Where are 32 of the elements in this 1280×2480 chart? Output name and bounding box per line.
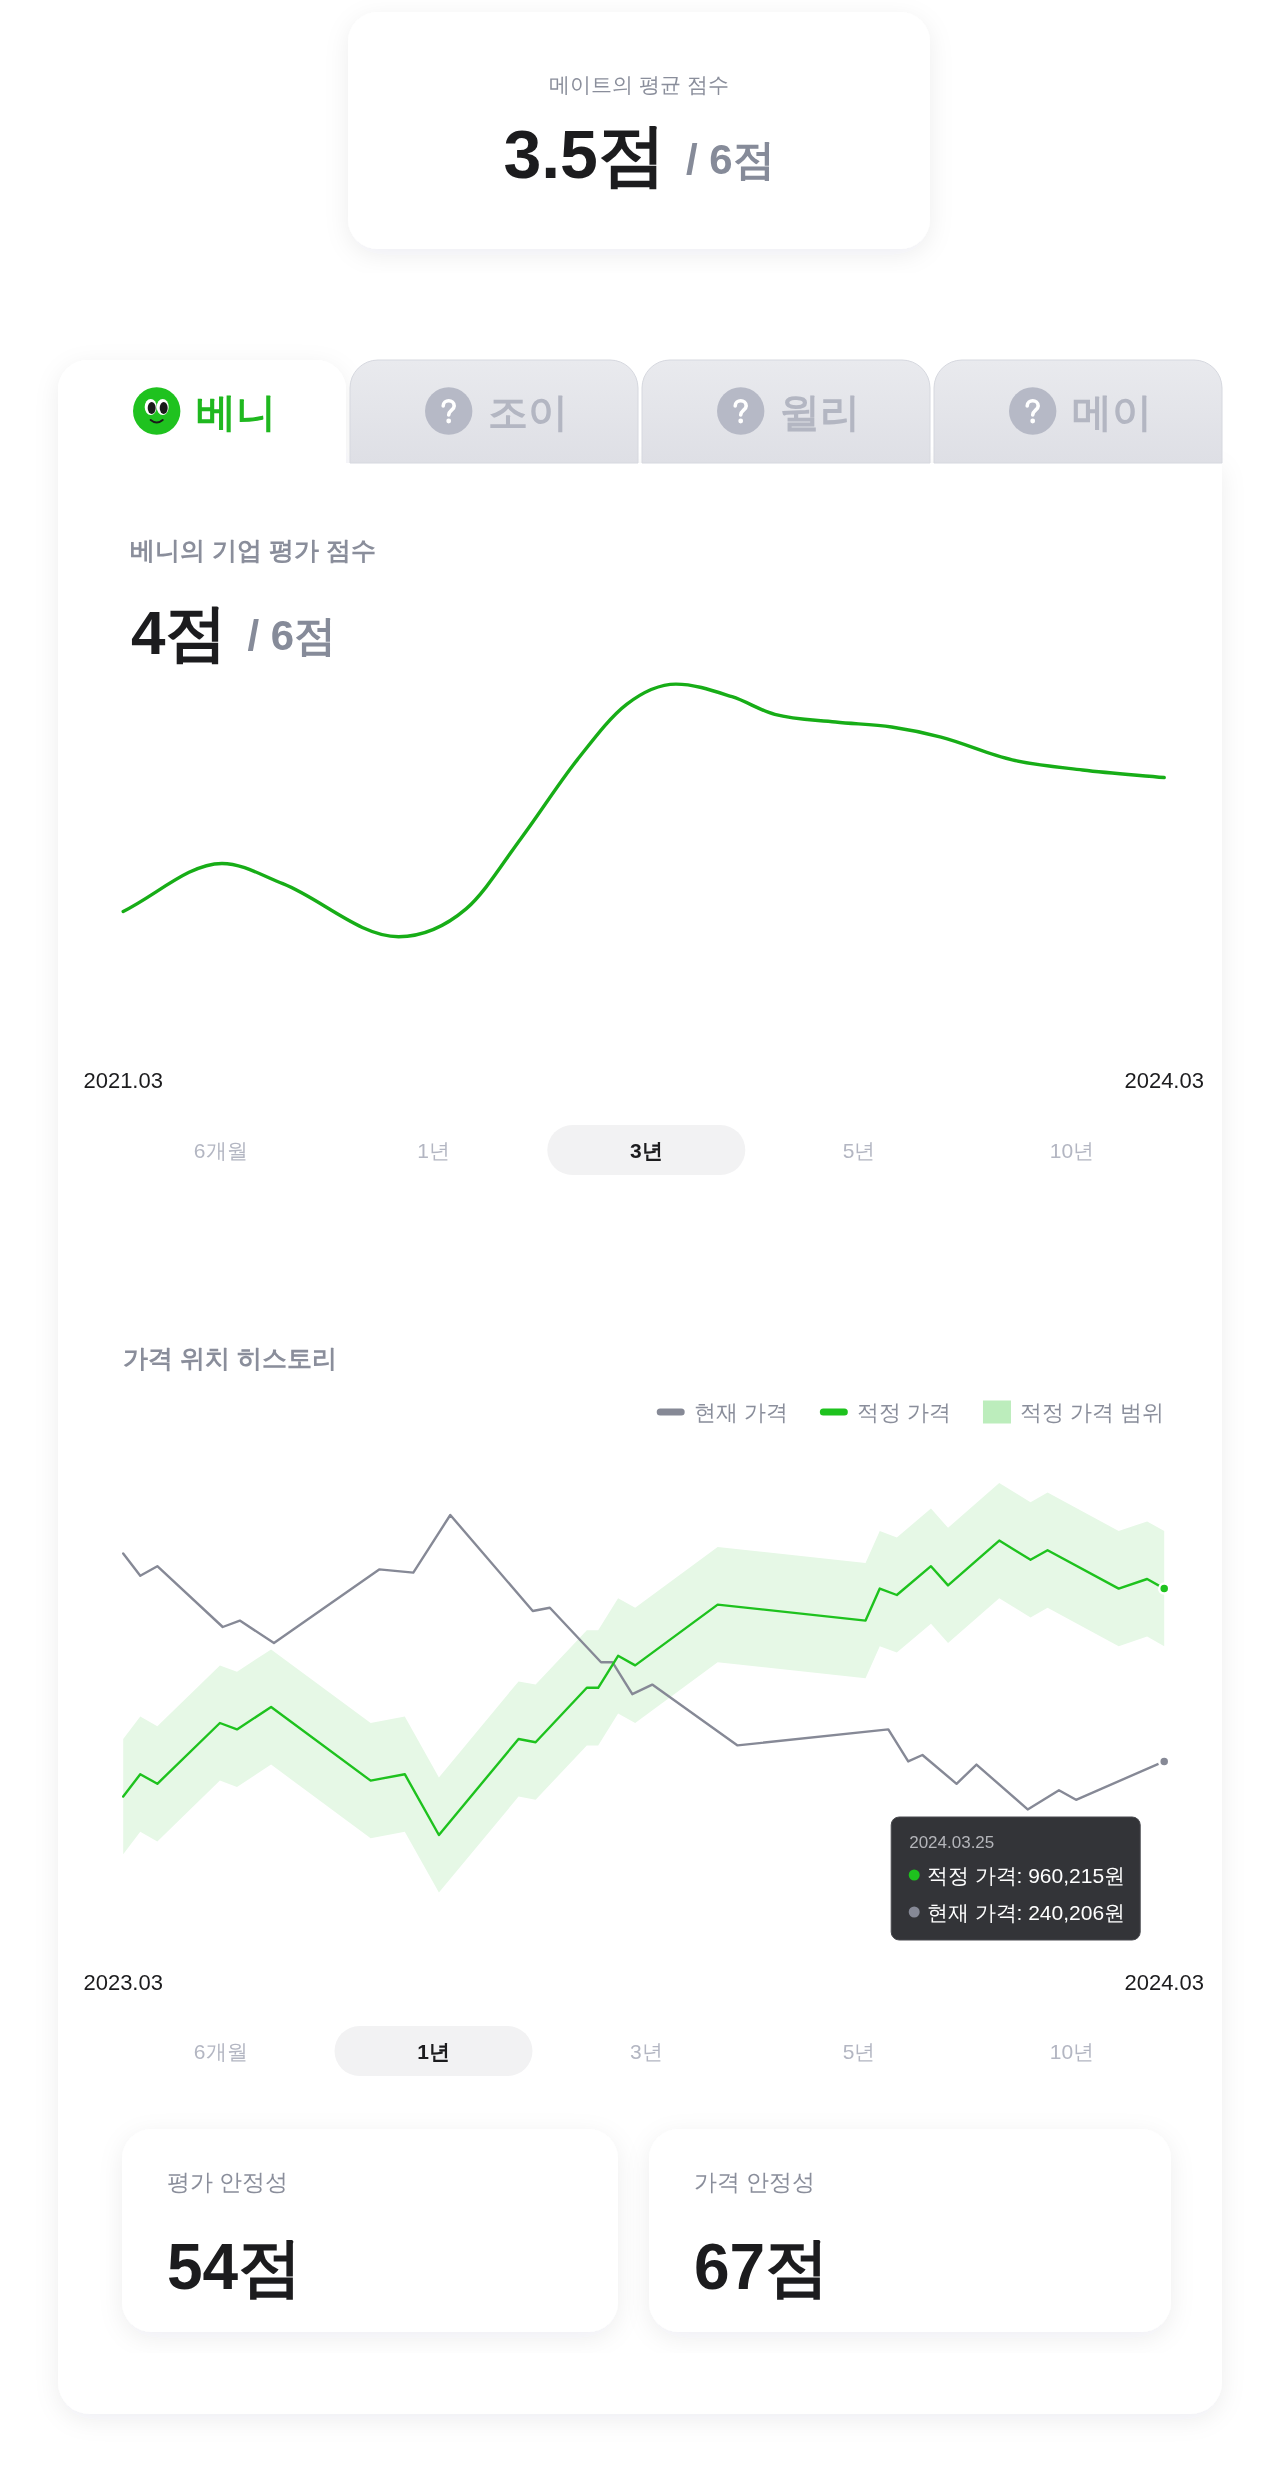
text: / 6점 [685, 136, 775, 183]
text: 메이트의 평균 점수 [549, 72, 729, 96]
x-tick-label: 2024.03 [1124, 1969, 1204, 1995]
annotation: 2024.03.25 [909, 1832, 995, 1852]
annotation: 적정 가격: 960,215원 [926, 1863, 1126, 1887]
text: 3년 [629, 2039, 663, 2063]
x-tick-label: 2024.03 [1124, 1067, 1204, 1093]
text: 가격 안정성 [694, 2169, 816, 2195]
text: 3년 [629, 1138, 663, 1162]
chart-title: 가격 위치 히스토리 [123, 1344, 337, 1372]
chart-title: 베니의 기업 평가 점수 [130, 536, 376, 564]
text: 베니 [196, 390, 276, 434]
legend-label: 적정 가격 범위 [1019, 1399, 1165, 1425]
text: 67점 [694, 2231, 830, 2303]
text: / 6점 [247, 612, 337, 659]
x-tick-label: 2023.03 [83, 1969, 163, 1995]
legend-label: 현재 가격 [693, 1399, 788, 1425]
text: 6개월 [193, 1138, 248, 1162]
text: 54점 [167, 2231, 303, 2303]
text: 10년 [1049, 2039, 1095, 2063]
text: 1년 [417, 1138, 450, 1162]
text: 6개월 [193, 2039, 248, 2063]
text: 4점 [131, 598, 228, 667]
text: 3.5점 [503, 116, 666, 192]
text: 1년 [417, 2039, 450, 2063]
x-tick-label: 2021.03 [83, 1067, 163, 1093]
text: 10년 [1049, 1138, 1095, 1162]
text: 평가 안정성 [167, 2169, 289, 2195]
text: 5년 [842, 2039, 876, 2063]
annotation: 현재 가격: 240,206원 [926, 1900, 1126, 1924]
legend-label: 적정 가격 [856, 1399, 951, 1425]
text: 5년 [842, 1138, 876, 1162]
